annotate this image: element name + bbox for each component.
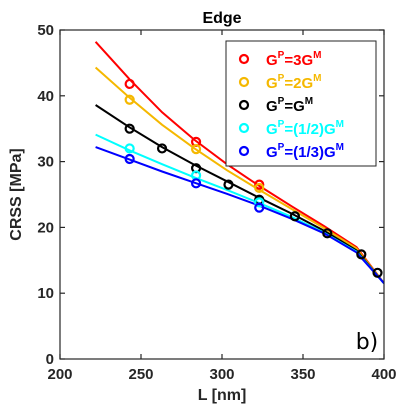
series-2-marker-1 [156, 143, 168, 154]
legend-marker-3 [238, 122, 250, 134]
series-3-marker-0 [124, 143, 135, 154]
series-line-2 [95, 104, 384, 284]
series-1-marker-2 [254, 182, 265, 194]
series-2-marker-5 [289, 211, 300, 222]
y-tick-label-1: 10 [37, 285, 54, 302]
x-tick-label-1: 250 [128, 366, 153, 383]
series-0-marker-0 [124, 78, 135, 90]
legend: GP=3GM GP=2GM GP=GM GP=(1/2)GM GP=(1/3)GM [225, 40, 377, 167]
x-tick-label-4: 400 [371, 366, 396, 383]
series-layer [94, 41, 384, 284]
series-2-marker-8 [372, 267, 383, 278]
y-tick-label-3: 30 [37, 154, 54, 171]
series-2-marker-7 [356, 249, 367, 260]
chart-title: Edge [202, 10, 241, 27]
axes: 200 250 300 350 400 0 10 20 30 40 50 [37, 22, 396, 383]
y-tick-label-4: 40 [37, 88, 54, 105]
series-0-marker-2 [254, 179, 265, 190]
legend-marker-1 [238, 76, 250, 88]
series-1-marker-1 [190, 143, 202, 155]
x-tick-label-3: 350 [290, 366, 315, 383]
series-line-1 [94, 66, 384, 284]
series-1-marker-0 [124, 94, 135, 105]
x-tick-label-0: 200 [47, 366, 72, 383]
series-2-marker-0 [124, 123, 135, 134]
y-axis-label: CRSS [MPa] [8, 148, 25, 240]
legend-box [225, 40, 377, 167]
y-tick-label-5: 50 [37, 22, 54, 39]
legend-entry-0: GP=3GM [266, 50, 321, 69]
y-tick-label-2: 20 [37, 219, 54, 236]
legend-entry-2: GP=GM [266, 96, 313, 115]
series-4-marker-1 [190, 178, 202, 189]
series-line-4 [95, 146, 384, 284]
legend-marker-2 [238, 99, 250, 111]
series-2-marker-6 [322, 228, 333, 239]
series-4-marker-0 [124, 153, 135, 165]
x-axis-label: L [nm] [198, 387, 247, 404]
legend-marker-0 [238, 53, 250, 65]
series-2-marker-3 [223, 179, 234, 190]
legend-entry-3: GP=(1/2)GM [266, 119, 344, 138]
legend-entry-1: GP=2GM [266, 73, 321, 92]
legend-marker-4 [238, 145, 250, 157]
legend-entry-4: GP=(1/3)GM [266, 142, 344, 161]
y-tick-label-0: 0 [46, 351, 54, 368]
series-4-marker-2 [254, 202, 265, 213]
x-tick-label-2: 300 [209, 366, 234, 383]
series-line-0 [94, 41, 384, 284]
series-3-marker-2 [254, 197, 265, 208]
panel-label: b) [356, 330, 379, 355]
